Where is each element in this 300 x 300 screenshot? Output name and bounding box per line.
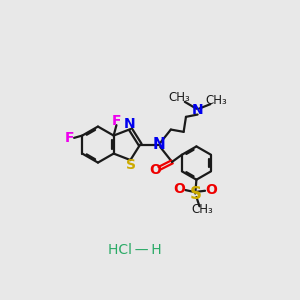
Text: CH₃: CH₃ [205, 94, 227, 107]
Text: O: O [149, 163, 161, 176]
Text: F: F [65, 131, 74, 145]
Text: N: N [153, 137, 166, 152]
Text: O: O [174, 182, 186, 196]
Text: N: N [123, 117, 135, 131]
Text: F: F [112, 113, 122, 128]
Text: CH₃: CH₃ [191, 203, 213, 216]
Text: HCl — H: HCl — H [108, 243, 162, 257]
Text: S: S [126, 158, 136, 172]
Text: CH₃: CH₃ [168, 91, 190, 104]
Text: N: N [192, 103, 204, 117]
Text: O: O [205, 183, 217, 196]
Text: S: S [189, 184, 201, 202]
